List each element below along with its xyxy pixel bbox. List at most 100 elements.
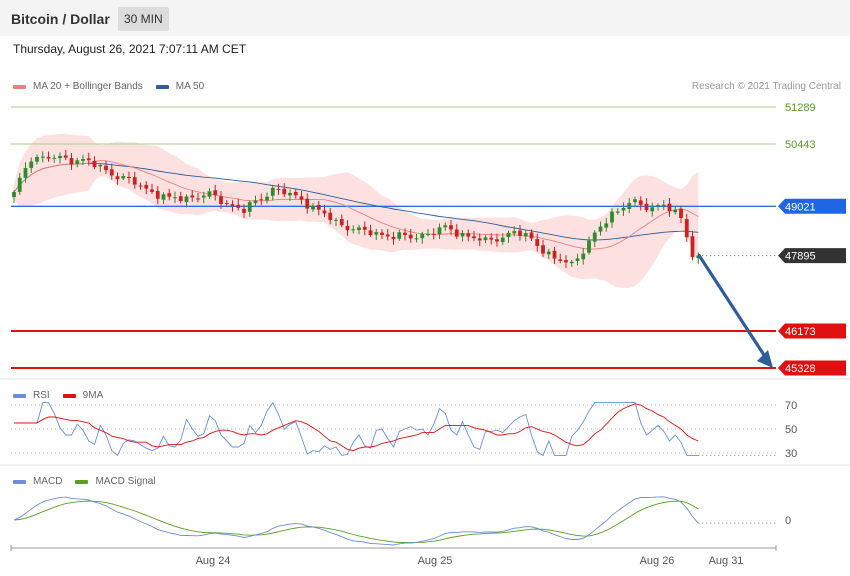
rsi-ma-line <box>14 403 699 452</box>
candle <box>184 194 189 208</box>
candle-body <box>592 232 597 242</box>
macd-signal-legend-label: MACD Signal <box>95 476 156 487</box>
candle <box>115 172 120 185</box>
candle-body <box>495 239 499 242</box>
macd-panel[interactable]: 0 <box>13 496 791 546</box>
candle <box>265 192 269 204</box>
candle <box>316 200 321 216</box>
candle-body <box>109 169 114 176</box>
candle-body <box>322 210 327 214</box>
candle-body <box>650 207 655 212</box>
rsi-tick-label: 30 <box>785 448 797 460</box>
level-label-45328: 45328 <box>785 363 816 375</box>
candle-body <box>58 155 62 159</box>
candle <box>282 183 287 198</box>
candle-body <box>690 236 695 258</box>
macd-legend: MACD MACD Signal <box>13 476 168 487</box>
candle-body <box>541 245 545 254</box>
candle <box>173 191 177 204</box>
macd-swatch <box>13 479 26 484</box>
candle <box>449 219 453 236</box>
candle <box>138 182 143 190</box>
candle <box>483 235 488 243</box>
macd-signal-line <box>13 500 699 544</box>
candle <box>98 163 103 173</box>
macd-line <box>13 496 699 546</box>
candle <box>345 220 350 236</box>
candle-body <box>380 232 384 235</box>
candle-body <box>684 219 689 238</box>
candle <box>581 247 586 265</box>
macd-legend-label: MACD <box>33 476 63 487</box>
candle <box>40 151 45 163</box>
price-panel[interactable]: 51289 50443 49021 47895 46173 45328 <box>0 102 850 466</box>
candle-body <box>184 196 189 203</box>
candle-body <box>339 219 344 226</box>
candle <box>224 200 229 207</box>
candle-body <box>288 192 292 196</box>
candle-body <box>414 238 419 240</box>
candle <box>190 190 195 202</box>
candle <box>293 188 298 199</box>
candle <box>207 188 212 200</box>
candle <box>443 222 448 231</box>
candle <box>535 233 540 252</box>
candle <box>506 230 511 243</box>
time-axis: Aug 24 Aug 25 Aug 26 Aug 31 <box>10 545 777 567</box>
forecast-arrow-head <box>757 350 773 368</box>
candle-body <box>196 198 200 200</box>
candle-body <box>357 227 361 231</box>
candle-body <box>282 188 287 195</box>
candle <box>362 221 367 236</box>
level-label-50443: 50443 <box>785 139 816 151</box>
candle <box>86 152 91 166</box>
candle-body <box>420 233 425 239</box>
candle-body <box>518 230 522 236</box>
candle <box>615 208 620 215</box>
candle-body <box>506 232 511 238</box>
ma20-line <box>13 160 699 250</box>
time-axis-label: Aug 25 <box>418 555 453 567</box>
candle-body <box>201 195 206 198</box>
candle-body <box>236 204 241 208</box>
candle <box>351 225 356 234</box>
candle <box>46 151 51 162</box>
candle-body <box>69 158 74 165</box>
candle-body <box>535 239 540 246</box>
candle <box>253 195 258 207</box>
candle <box>472 230 476 242</box>
candle-body <box>52 157 57 159</box>
candle-body <box>575 258 580 261</box>
candle <box>23 162 28 183</box>
candle <box>196 192 200 203</box>
candle <box>69 153 74 170</box>
candle-body <box>667 203 672 212</box>
candle-body <box>564 260 568 263</box>
rsi-panel[interactable]: 70 50 30 <box>11 400 797 460</box>
timeframe-button[interactable]: 30 MIN <box>118 7 169 31</box>
candle <box>12 190 16 203</box>
candle-body <box>581 253 586 260</box>
candle <box>466 229 471 242</box>
candle-body <box>627 203 632 210</box>
candle-body <box>523 233 528 237</box>
candle <box>667 198 672 217</box>
rsi-legend: RSI 9MA <box>13 390 116 401</box>
candle-body <box>604 223 609 228</box>
candle <box>638 196 643 211</box>
candle <box>144 181 149 195</box>
candle <box>109 163 114 180</box>
candle <box>546 248 551 259</box>
datetime-label: Thursday, August 26, 2021 7:07:11 AM CET <box>13 42 247 56</box>
candle <box>408 228 413 243</box>
candle-body <box>529 232 534 239</box>
candle <box>420 231 425 244</box>
candle-body <box>98 165 103 167</box>
macd-tick-label: 0 <box>785 515 791 527</box>
candle <box>242 204 246 218</box>
candle <box>426 229 430 237</box>
candle <box>541 239 545 258</box>
level-label-46173: 46173 <box>785 326 816 338</box>
candle <box>500 233 505 245</box>
